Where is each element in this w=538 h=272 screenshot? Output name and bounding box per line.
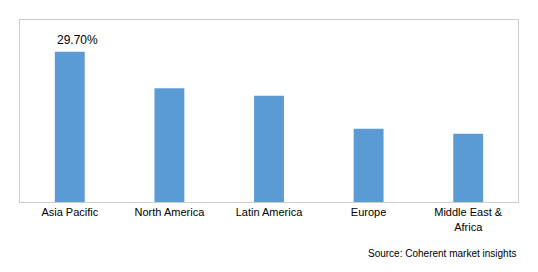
svg-text:Source: Coherent market insigh: Source: Coherent market insights [368,248,516,259]
svg-text:Asia Pacific: Asia Pacific [41,206,98,218]
svg-text:Middle East &Africa: Middle East &Africa [434,206,503,232]
svg-text:Latin America: Latin America [236,206,304,218]
svg-text:North America: North America [135,206,206,218]
svg-text:29.70%: 29.70% [57,33,98,47]
svg-text:Europe: Europe [351,206,386,218]
